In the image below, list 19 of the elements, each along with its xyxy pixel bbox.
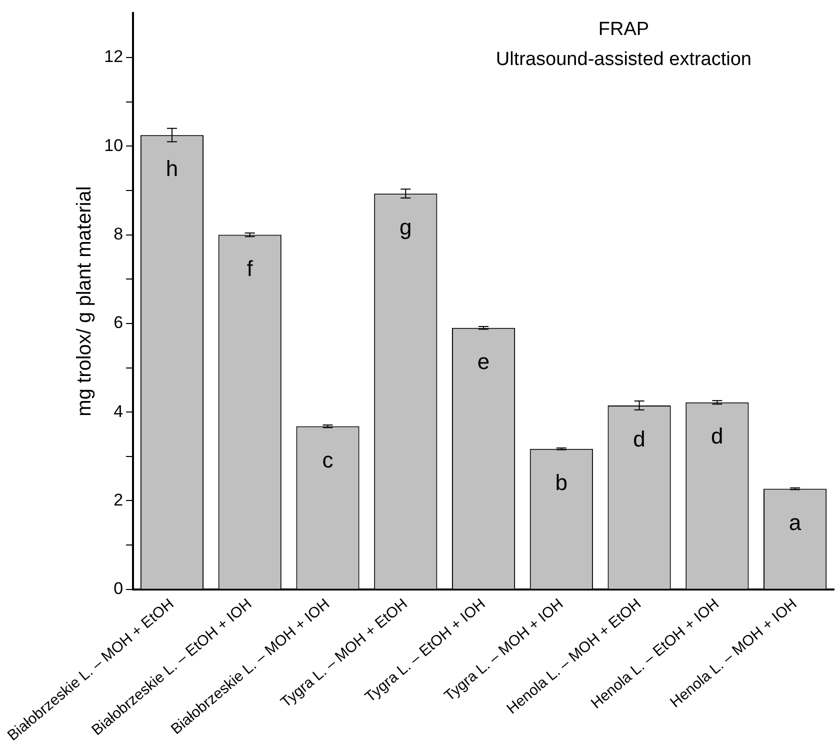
annotation: d xyxy=(633,426,646,452)
y-tick-label: 8 xyxy=(114,224,124,244)
annotation: b xyxy=(555,470,568,495)
annotation: h xyxy=(166,156,178,182)
y-tick-label: 10 xyxy=(104,136,124,155)
annotation: e xyxy=(477,348,490,374)
annotation: f xyxy=(246,256,254,281)
y-tick-label: 0 xyxy=(114,579,124,598)
chart-title: FRAP xyxy=(598,19,650,40)
annotation: d xyxy=(711,423,724,448)
y-tick-label: 2 xyxy=(114,490,124,510)
annotation: c xyxy=(322,447,334,472)
y-tick-label: 4 xyxy=(114,402,124,421)
y-tick-label: 6 xyxy=(114,313,124,332)
annotation: a xyxy=(788,510,802,535)
annotation: g xyxy=(400,214,412,240)
text: Ultrasound-assisted extraction xyxy=(496,49,752,70)
y-axis-title: mg trolox/ g plant material xyxy=(74,186,96,416)
y-tick-label: 12 xyxy=(104,47,124,66)
